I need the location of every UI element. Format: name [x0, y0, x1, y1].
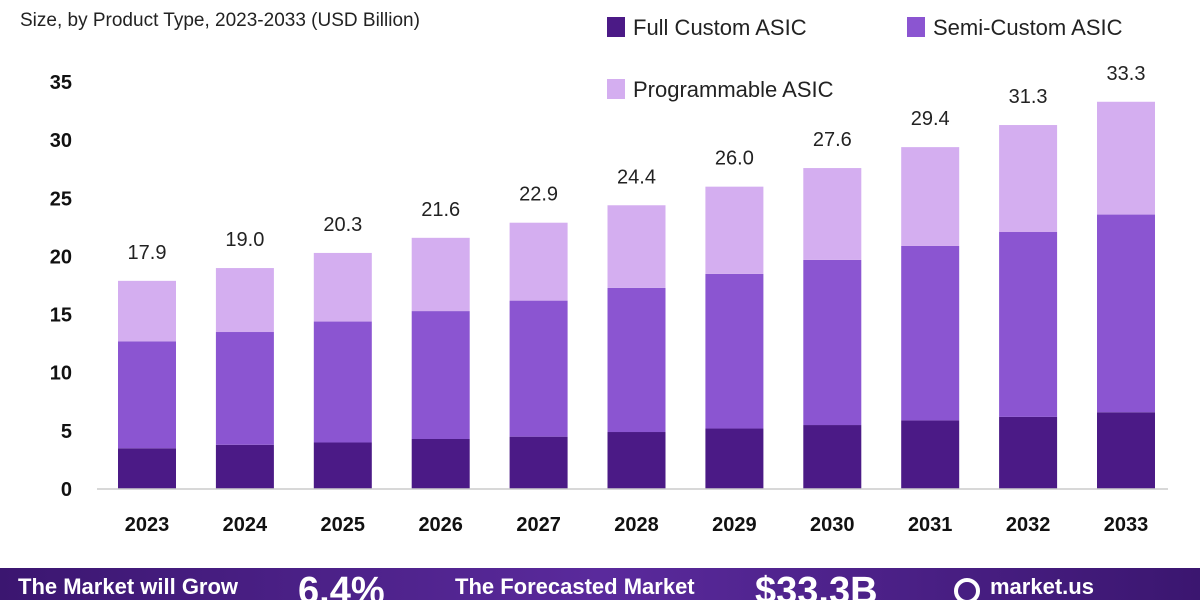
total-labels: 17.9 19.0 20.3 21.6 22.9 24.4 26.0 27.6 29.4 31.3…: [128, 63, 1146, 264]
y-tick-label: 25: [50, 188, 72, 210]
total-label-2026: 21.6: [421, 199, 460, 221]
bar-segment-programmable-asic-2024: [215, 268, 274, 333]
y-tick-label: 10: [50, 363, 72, 385]
bar-segment-programmable-asic-2026: [411, 237, 470, 312]
total-label-2032: 31.3: [1009, 86, 1048, 108]
legend-label-semi-custom-asic: Semi-Custom ASIC: [933, 15, 1123, 40]
y-tick-label: 5: [61, 421, 72, 443]
bar-segment-programmable-asic-2033: [1097, 101, 1155, 215]
x-tick-label-2032: 2032: [1006, 514, 1051, 536]
y-tick-label: 15: [50, 305, 72, 327]
bar-segment-programmable-asic-2027: [509, 222, 568, 301]
bars-group: [118, 101, 1155, 489]
total-label-2023: 17.9: [128, 242, 167, 264]
bar-segment-full-custom-asic-2027: [509, 436, 568, 489]
total-label-2027: 22.9: [519, 184, 558, 206]
y-tick-label: 20: [50, 246, 72, 268]
total-label-2033: 33.3: [1107, 63, 1146, 85]
bar-segment-semi-custom-asic-2024: [215, 332, 274, 445]
x-tick-label-2030: 2030: [810, 514, 855, 536]
legend-swatch-semi-custom-asic: [907, 17, 925, 37]
bar-segment-full-custom-asic-2031: [901, 420, 960, 489]
x-axis: 2023 2024 2025 2026 2027 2028 2029 2030 2031 2032…: [125, 514, 1149, 536]
total-label-2030: 27.6: [813, 129, 852, 151]
total-label-2031: 29.4: [911, 108, 950, 130]
y-axis: 0 5 10 15 20 25 30 35: [50, 72, 72, 501]
x-tick-label-2023: 2023: [125, 514, 170, 536]
brand-logo-icon: [954, 578, 980, 600]
legend-label-programmable-asic: Programmable ASIC: [633, 77, 834, 102]
bar-segment-full-custom-asic-2025: [313, 442, 372, 489]
total-label-2025: 20.3: [323, 214, 362, 236]
bar-segment-full-custom-asic-2028: [607, 432, 666, 489]
footer-forecast-text: The Forecasted Market: [455, 574, 695, 599]
chart-area: Size, by Product Type, 2023-2033 (USD Bi…: [20, 10, 1168, 536]
bar-segment-programmable-asic-2031: [901, 147, 960, 246]
bar-segment-programmable-asic-2030: [803, 168, 862, 260]
x-tick-label-2026: 2026: [418, 514, 463, 536]
x-tick-label-2024: 2024: [223, 514, 268, 536]
bar-segment-semi-custom-asic-2028: [607, 287, 666, 433]
bar-segment-semi-custom-asic-2030: [803, 259, 862, 426]
bar-segment-semi-custom-asic-2027: [509, 300, 568, 437]
bar-segment-programmable-asic-2028: [607, 205, 666, 288]
bar-segment-semi-custom-asic-2026: [411, 311, 470, 439]
bar-segment-full-custom-asic-2030: [803, 425, 862, 489]
bar-segment-programmable-asic-2029: [705, 186, 764, 274]
x-tick-label-2029: 2029: [712, 514, 757, 536]
total-label-2029: 26.0: [715, 148, 754, 170]
legend-label-full-custom-asic: Full Custom ASIC: [633, 15, 807, 40]
bar-segment-semi-custom-asic-2033: [1097, 214, 1155, 413]
bar-segment-full-custom-asic-2032: [999, 416, 1058, 489]
bar-segment-full-custom-asic-2029: [705, 428, 764, 489]
stacked-bar-chart: Size, by Product Type, 2023-2033 (USD Bi…: [20, 10, 1168, 536]
y-tick-label: 30: [50, 130, 72, 152]
footer-brand: market.us: [990, 574, 1094, 599]
bar-segment-semi-custom-asic-2032: [999, 232, 1058, 417]
footer-banner: The Market will Grow 6.4% The Forecasted…: [0, 568, 1200, 600]
bar-segment-semi-custom-asic-2031: [901, 245, 960, 421]
chart-subtitle: Size, by Product Type, 2023-2033 (USD Bi…: [20, 10, 420, 31]
bar-segment-full-custom-asic-2026: [411, 438, 470, 489]
x-tick-label-2028: 2028: [614, 514, 659, 536]
total-label-2024: 19.0: [225, 229, 264, 251]
bar-segment-full-custom-asic-2024: [215, 444, 274, 489]
total-label-2028: 24.4: [617, 166, 656, 188]
legend-swatch-programmable-asic: [607, 79, 625, 99]
legend-swatch-full-custom-asic: [607, 17, 625, 37]
bar-segment-semi-custom-asic-2025: [313, 321, 372, 443]
x-tick-label-2033: 2033: [1104, 514, 1149, 536]
x-tick-label-2031: 2031: [908, 514, 953, 536]
legend: Full Custom ASIC Semi-Custom ASIC Programm…: [607, 15, 1123, 102]
bar-segment-programmable-asic-2023: [118, 280, 176, 342]
bar-segment-semi-custom-asic-2023: [118, 341, 176, 449]
bar-segment-programmable-asic-2025: [313, 252, 372, 322]
footer-forecast-value: $33.3B: [755, 570, 878, 600]
bar-segment-semi-custom-asic-2029: [705, 273, 764, 429]
bar-segment-full-custom-asic-2033: [1097, 412, 1155, 489]
x-tick-label-2025: 2025: [321, 514, 366, 536]
bar-segment-programmable-asic-2032: [999, 125, 1058, 233]
x-tick-label-2027: 2027: [516, 514, 561, 536]
footer-cagr-value: 6.4%: [298, 570, 385, 600]
y-tick-label: 0: [61, 479, 72, 501]
bar-segment-full-custom-asic-2023: [118, 448, 176, 489]
footer-grow-text: The Market will Grow: [18, 574, 239, 599]
y-tick-label: 35: [50, 72, 72, 94]
